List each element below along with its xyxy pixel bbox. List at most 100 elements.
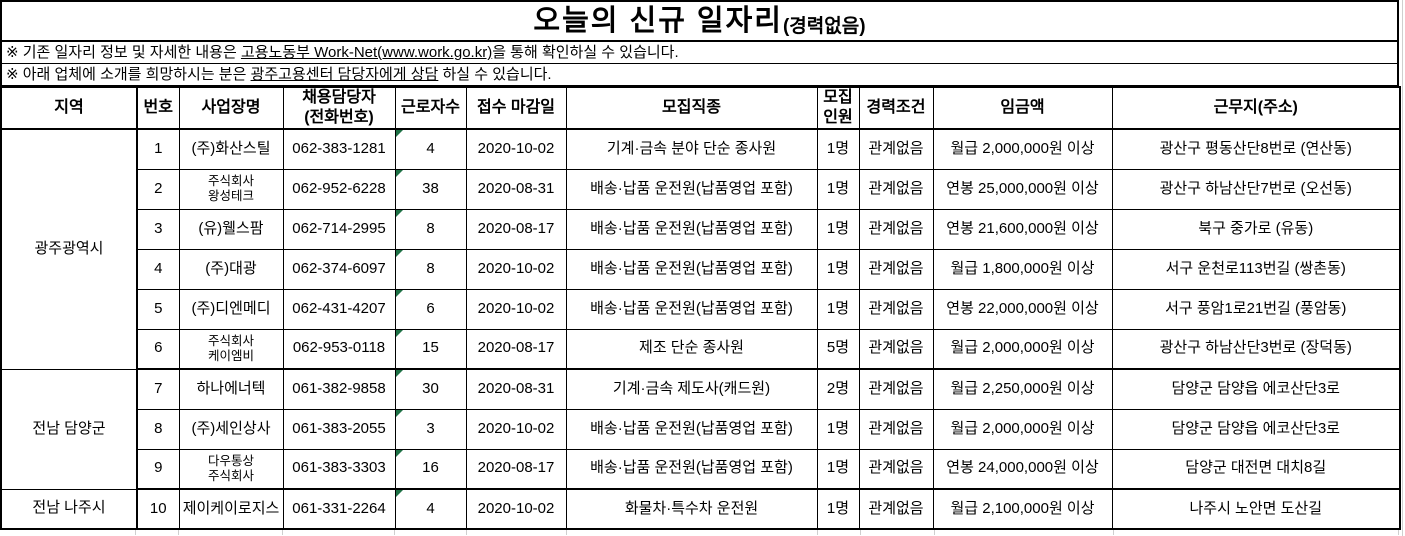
wage-cell: 연봉 22,000,000원 이상 [932,288,1113,330]
workers-value: 4 [426,139,435,157]
workers-value: 3 [426,419,435,437]
employment-center-link[interactable]: 광주고용센터 담당자에게 상담 [250,66,439,83]
worknet-link[interactable]: 고용노동부 Work-Net(www.work.go.kr) [240,44,493,61]
company-cell: (유)웰스팜 [178,208,284,250]
company-cell: 하나에너텍 [178,368,284,410]
workers-cell: 15 [394,328,467,370]
phone-cell: 061-383-3303 [282,448,396,490]
number-cell: 4 [136,248,180,290]
error-indicator-icon [396,410,403,417]
company-cell: 주식회사 왕성테크 [178,168,284,210]
workers-value: 38 [422,179,439,197]
workers-cell: 8 [394,248,467,290]
deadline-cell: 2020-08-31 [465,368,567,410]
openings-cell: 1명 [816,128,860,170]
career-cell: 관계없음 [858,328,934,370]
job-type-cell: 제조 단순 종사원 [565,328,818,370]
table-row: 6 주식회사 케이엠비 062-953-0118 15 2020-08-17 제… [1,328,1401,370]
job-type-cell: 배송·납품 운전원(납품영업 포함) [565,448,818,490]
error-indicator-icon [396,330,403,337]
deadline-cell: 2020-10-02 [465,128,567,170]
openings-cell: 5명 [816,328,860,370]
workers-cell: 6 [394,288,467,330]
number-cell: 9 [136,448,180,490]
error-indicator-icon [396,370,403,377]
workers-value: 4 [426,499,435,517]
number-cell: 6 [136,328,180,370]
career-cell: 관계없음 [858,448,934,490]
error-indicator-icon [396,490,403,497]
openings-cell: 2명 [816,368,860,410]
table-row: 전남 나주시 10 제이케이로지스 061-331-2264 4 2020-10… [0,488,1401,530]
job-type-cell: 배송·납품 운전원(납품영업 포함) [565,248,818,290]
career-cell: 관계없음 [858,408,934,450]
header-number: 번호 [136,86,180,130]
location-cell: 담양군 담양읍 에코산단3로 [1111,368,1401,410]
number-cell: 2 [136,168,180,210]
wage-cell: 연봉 24,000,000원 이상 [932,448,1113,490]
wage-cell: 월급 2,250,000원 이상 [932,368,1113,410]
table-row: 광주광역시 1 (주)화산스틸 062-383-1281 4 2020-10-0… [0,128,1401,370]
deadline-cell: 2020-08-17 [465,328,567,370]
job-type-cell: 기계·금속 분야 단순 종사원 [565,128,818,170]
note-center-prefix: ※ 아래 업체에 소개를 희망하시는 분은 [6,66,251,83]
location-cell: 나주시 노안면 도산길 [1111,488,1401,530]
location-cell: 광산구 하남산단3번로 (장덕동) [1111,328,1401,370]
workers-cell: 38 [394,168,467,210]
wage-cell: 월급 2,000,000원 이상 [932,128,1113,170]
company-cell: (주)화산스틸 [178,128,284,170]
header-company: 사업장명 [178,86,284,130]
number-cell: 3 [136,208,180,250]
career-cell: 관계없음 [858,488,934,530]
wage-cell: 연봉 25,000,000원 이상 [932,168,1113,210]
error-indicator-icon [396,250,403,257]
deadline-cell: 2020-10-02 [465,408,567,450]
phone-cell: 062-383-1281 [282,128,396,170]
wage-cell: 월급 1,800,000원 이상 [932,248,1113,290]
company-cell: 다우통상 주식회사 [178,448,284,490]
career-cell: 관계없음 [858,368,934,410]
deadline-cell: 2020-10-02 [465,288,567,330]
phone-cell: 062-953-0118 [282,328,396,370]
wage-cell: 월급 2,000,000원 이상 [932,408,1113,450]
location-cell: 담양군 담양읍 에코산단3로 [1111,408,1401,450]
header-contact: 채용담당자 (전화번호) [282,86,396,130]
table-row: 9 다우통상 주식회사 061-383-3303 16 2020-08-17 배… [1,448,1401,490]
job-type-cell: 기계·금속 제도사(캐드원) [565,368,818,410]
phone-cell: 062-431-4207 [282,288,396,330]
workers-value: 8 [426,219,435,237]
region-cell-damyang: 전남 담양군 [0,368,138,490]
note-center-suffix: 하실 수 있습니다. [438,66,552,83]
region-cell-gwangju: 광주광역시 [0,128,138,370]
wage-cell: 월급 2,000,000원 이상 [932,328,1113,370]
company-cell: (주)디엔메디 [178,288,284,330]
note-worknet-suffix: 을 통해 확인하실 수 있습니다. [492,44,679,61]
table-row: 2 주식회사 왕성테크 062-952-6228 38 2020-08-31 배… [1,168,1401,210]
table-row: 3 (유)웰스팜 062-714-2995 8 2020-08-17 배송·납품… [1,208,1401,250]
location-cell: 서구 운천로113번길 (쌍촌동) [1111,248,1401,290]
region-cell-naju: 전남 나주시 [0,488,138,530]
table-row: 4 (주)대광 062-374-6097 8 2020-10-02 배송·납품 … [1,248,1401,290]
header-workers: 근로자수 [394,86,467,130]
header-location: 근무지(주소) [1111,86,1401,130]
table-row: 전남 담양군 7 하나에너텍 061-382-9858 30 2020-08-3… [0,368,1401,490]
workers-cell: 4 [394,488,467,530]
number-cell: 1 [136,128,180,170]
header-career: 경력조건 [858,86,934,130]
phone-cell: 061-383-2055 [282,408,396,450]
career-cell: 관계없음 [858,248,934,290]
header-wage: 임금액 [932,86,1113,130]
header-job-type: 모집직종 [565,86,818,130]
workers-cell: 16 [394,448,467,490]
page-title-suffix: (경력없음) [782,15,866,37]
workers-cell: 3 [394,408,467,450]
workers-value: 8 [426,259,435,277]
header-region: 지역 [0,86,138,130]
location-cell: 서구 풍암1로21번길 (풍암동) [1111,288,1401,330]
workers-value: 16 [422,459,439,477]
spreadsheet-gridline-strip [0,530,1400,535]
error-indicator-icon [396,450,403,457]
header-openings: 모집 인원 [816,86,860,130]
career-cell: 관계없음 [858,208,934,250]
deadline-cell: 2020-10-02 [465,248,567,290]
